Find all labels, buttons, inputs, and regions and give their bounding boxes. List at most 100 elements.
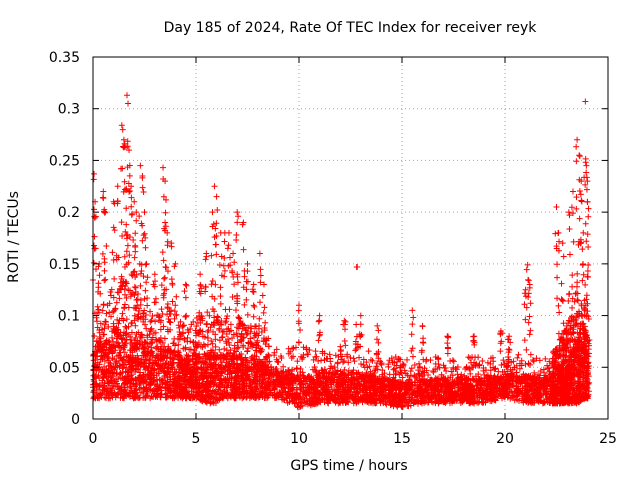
data-point — [310, 356, 317, 363]
data-point — [392, 370, 399, 377]
data-point — [235, 378, 242, 385]
data-point — [449, 357, 456, 364]
data-point — [309, 366, 316, 373]
data-point — [369, 357, 376, 364]
data-point — [423, 358, 430, 365]
data-point — [179, 323, 186, 330]
data-point — [318, 357, 325, 364]
data-point — [425, 371, 432, 378]
data-point — [510, 394, 517, 401]
data-point — [312, 348, 319, 355]
data-point — [529, 357, 536, 364]
data-point — [91, 332, 98, 339]
data-point — [123, 316, 130, 323]
data-point — [525, 381, 532, 388]
data-point — [391, 394, 398, 401]
data-point — [454, 381, 461, 388]
data-point — [481, 371, 488, 378]
data-point — [103, 310, 110, 317]
data-point — [511, 397, 518, 404]
data-point — [214, 313, 221, 320]
data-point — [137, 297, 144, 304]
data-point — [147, 308, 154, 315]
data-point — [221, 345, 228, 352]
data-point — [360, 356, 367, 363]
data-point — [360, 361, 367, 368]
data-point — [234, 333, 241, 340]
data-point — [337, 348, 344, 355]
data-point — [510, 358, 517, 365]
data-point — [430, 369, 437, 376]
data-point — [351, 358, 358, 365]
data-point — [416, 360, 423, 367]
data-point — [531, 369, 538, 376]
data-point — [127, 340, 134, 347]
data-point — [391, 365, 398, 372]
data-point — [151, 330, 158, 337]
data-point — [400, 361, 407, 368]
data-point — [299, 372, 306, 379]
data-point — [146, 356, 153, 363]
data-point — [515, 351, 522, 358]
data-point — [373, 363, 380, 370]
data-point — [341, 366, 348, 373]
data-point — [408, 365, 415, 372]
data-point — [450, 358, 457, 365]
data-point — [131, 283, 138, 290]
data-point — [358, 360, 365, 367]
data-point — [420, 356, 427, 363]
data-point — [244, 348, 251, 355]
data-point — [569, 304, 576, 311]
data-point — [407, 373, 414, 379]
data-point — [290, 353, 297, 360]
data-point — [160, 323, 167, 330]
data-point — [350, 355, 357, 362]
data-point — [525, 360, 532, 367]
data-point — [159, 311, 166, 318]
data-point — [136, 338, 143, 345]
data-point — [203, 320, 210, 327]
data-point — [212, 343, 219, 350]
data-point — [175, 341, 182, 348]
data-point — [180, 322, 187, 329]
data-point — [289, 345, 296, 352]
data-point — [399, 360, 406, 367]
data-point — [498, 362, 505, 369]
data-point — [119, 310, 126, 317]
data-point — [379, 367, 386, 374]
data-point — [398, 369, 405, 376]
data-point — [220, 328, 227, 335]
data-point — [207, 324, 214, 331]
data-point — [334, 359, 341, 366]
data-point — [386, 371, 393, 378]
data-point — [411, 362, 418, 369]
data-point — [128, 329, 135, 336]
data-point — [209, 340, 216, 347]
data-point — [341, 358, 348, 365]
data-point — [375, 355, 382, 362]
data-points — [89, 92, 593, 411]
data-point — [371, 367, 378, 374]
data-point — [490, 358, 497, 365]
data-point — [247, 328, 254, 335]
data-point — [438, 371, 445, 378]
data-point — [109, 355, 116, 362]
data-point — [514, 354, 521, 361]
data-point — [479, 358, 486, 365]
data-point — [159, 339, 166, 346]
data-point — [476, 361, 483, 368]
data-point — [94, 318, 101, 325]
data-point — [376, 397, 383, 404]
data-point — [327, 355, 334, 362]
data-point — [404, 356, 411, 363]
data-point — [363, 359, 370, 366]
data-point — [472, 373, 479, 380]
data-point — [500, 357, 507, 364]
data-point — [216, 346, 223, 353]
data-point — [162, 372, 169, 379]
data-point — [536, 357, 543, 364]
data-point — [353, 346, 360, 353]
data-point — [427, 357, 434, 364]
data-point — [383, 401, 390, 408]
data-point — [509, 371, 516, 378]
